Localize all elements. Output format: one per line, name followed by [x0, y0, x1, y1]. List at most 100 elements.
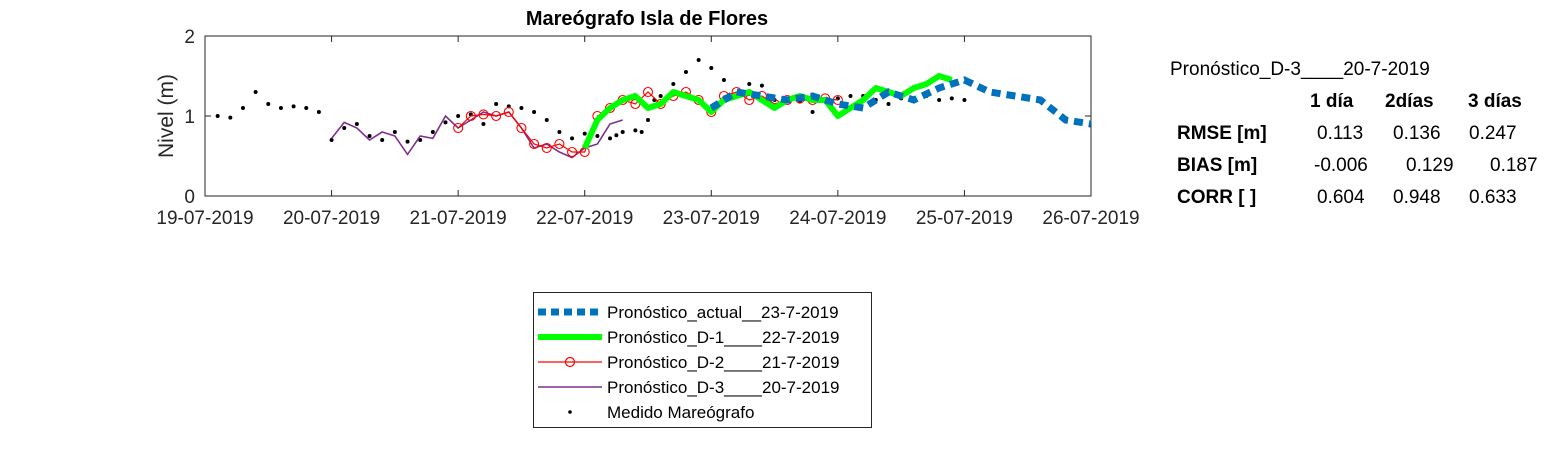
measured-point — [949, 96, 954, 101]
measured-point — [937, 98, 942, 102]
stats-bias-3: 0.187 — [1490, 155, 1538, 176]
measured-point — [614, 133, 619, 138]
measured-point — [253, 90, 258, 94]
measured-point — [405, 139, 410, 144]
measured-point — [709, 66, 714, 70]
chart-title: Mareógrafo Isla de Flores — [526, 8, 768, 30]
series-line-pron-stico-d-1-22-7-2019 — [581, 73, 953, 150]
chart-axes: 19-07-2019 20-07-2019 21-07-2019 22-07-2019… — [156, 27, 1139, 229]
stats-row-corr-label: CORR [ ] — [1177, 187, 1257, 208]
stats-bias-1: -0.006 — [1314, 155, 1368, 176]
measured-point — [519, 106, 524, 110]
x-tick-label: 22-07-2019 — [536, 208, 633, 229]
legend-swatch-dashed-blue — [538, 308, 602, 316]
x-tick-label: 25-07-2019 — [916, 208, 1013, 229]
measured-point — [570, 136, 575, 141]
measured-point — [962, 98, 967, 102]
stats-corr-1: 0.604 — [1317, 187, 1365, 208]
series-point-d2 — [567, 146, 578, 158]
stats-col-1: 1 día — [1310, 91, 1354, 112]
measured-point — [683, 70, 688, 74]
series-point-d2 — [478, 109, 489, 120]
stats-row-rmse-label: RMSE [m] — [1177, 123, 1267, 144]
measured-point — [646, 118, 650, 122]
legend-label-d1: Pronóstico_D-1____22-7-2019 — [607, 328, 840, 347]
measured-point — [367, 134, 372, 138]
measured-point — [443, 120, 448, 125]
legend-entry-d1: Pronóstico_D-1____22-7-2019 — [534, 326, 871, 351]
y-tick-label: 2 — [184, 27, 195, 48]
measured-point — [759, 83, 764, 88]
x-tick-label: 26-07-2019 — [1042, 208, 1139, 229]
measured-point — [304, 106, 309, 110]
measured-point — [380, 138, 385, 142]
measured-point — [228, 115, 233, 120]
measured-point — [342, 126, 347, 130]
stats-rmse-1: 0.113 — [1317, 123, 1364, 144]
legend-label-d3: Pronóstico_D-3____20-7-2019 — [607, 378, 840, 397]
legend-entry-d2: Pronóstico_D-2____21-7-2019 — [534, 351, 871, 376]
legend-swatch-black-dot — [568, 410, 572, 414]
series-point-d2 — [465, 110, 476, 122]
measured-point — [886, 102, 891, 106]
stats-corr-3: 0.633 — [1469, 187, 1517, 208]
measured-point — [240, 106, 245, 110]
legend-swatch-red-circle — [538, 356, 602, 368]
series-point-d2 — [529, 138, 540, 150]
measured-point — [620, 130, 625, 134]
measured-point — [266, 102, 271, 106]
stats-col-3: 3 días — [1468, 91, 1522, 112]
measured-point — [544, 118, 549, 122]
legend-swatch-purple — [538, 386, 602, 388]
legend-label-measured: Medido Mareógrafo — [607, 403, 755, 422]
measured-point — [633, 128, 638, 133]
legend-label-actual: Pronóstico_actual__23-7-2019 — [607, 303, 839, 322]
measured-point — [494, 102, 499, 106]
x-tick-label: 23-07-2019 — [663, 208, 760, 229]
chart-marks — [215, 58, 1092, 159]
series-line-pron-stico-d-2-21-7-2019 — [457, 91, 838, 153]
plot-area — [204, 35, 1092, 197]
measured-point — [278, 106, 283, 110]
x-tick-label: 19-07-2019 — [156, 208, 253, 229]
measured-point — [721, 78, 726, 82]
y-tick-label: 0 — [184, 187, 195, 208]
measured-point — [639, 130, 644, 134]
stats-row-bias-label: BIAS [m] — [1177, 155, 1258, 176]
measured-point — [595, 134, 600, 138]
series-point-d2 — [554, 138, 565, 150]
measured-point — [481, 122, 486, 126]
stats-corr-2: 0.948 — [1393, 187, 1441, 208]
y-tick-label: 1 — [184, 107, 195, 128]
stats-col-2: 2días — [1385, 91, 1434, 112]
chart-legend: Pronóstico_actual__23-7-2019 Pronóstico_… — [533, 292, 872, 428]
measured-point — [582, 131, 587, 136]
measured-point — [329, 138, 334, 142]
series-point-d2 — [491, 110, 502, 122]
series-point-d2 — [642, 86, 654, 98]
measured-point — [557, 130, 562, 134]
measured-point — [810, 110, 815, 114]
legend-label-d2: Pronóstico_D-2____21-7-2019 — [607, 353, 840, 372]
measured-point — [696, 58, 701, 62]
stats-rmse-2: 0.136 — [1393, 123, 1441, 144]
stats-heading: Pronóstico_D-3____20-7-2019 — [1170, 59, 1430, 80]
series-line-pron-stico-actual-23-7-2019 — [709, 76, 1092, 128]
x-tick-label: 24-07-2019 — [789, 208, 886, 229]
measured-point — [658, 94, 663, 98]
measured-point — [291, 104, 296, 109]
measured-point — [671, 82, 676, 86]
measured-point — [430, 130, 435, 134]
series-point-d2 — [541, 142, 552, 154]
measured-point — [608, 136, 613, 141]
measured-point — [354, 122, 359, 126]
measured-point — [848, 94, 853, 98]
legend-entry-measured: Medido Mareógrafo — [534, 401, 871, 426]
series-point-d2 — [503, 106, 514, 118]
series-point-d2 — [516, 122, 527, 134]
measured-point — [418, 138, 423, 142]
legend-swatch-thick-green — [538, 334, 602, 340]
measured-point — [215, 114, 220, 118]
series-point-d2 — [453, 122, 464, 134]
